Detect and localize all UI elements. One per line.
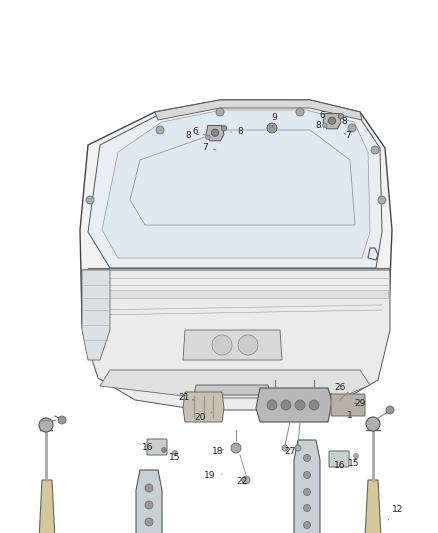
Circle shape bbox=[267, 123, 277, 133]
Polygon shape bbox=[183, 392, 224, 422]
Circle shape bbox=[156, 126, 164, 134]
Circle shape bbox=[282, 445, 288, 451]
Circle shape bbox=[309, 400, 319, 410]
Text: 10: 10 bbox=[0, 532, 1, 533]
Circle shape bbox=[304, 505, 311, 512]
Circle shape bbox=[378, 196, 386, 204]
Circle shape bbox=[145, 484, 153, 492]
Circle shape bbox=[267, 400, 277, 410]
Polygon shape bbox=[90, 290, 388, 298]
Circle shape bbox=[173, 450, 177, 456]
Circle shape bbox=[145, 501, 153, 509]
Polygon shape bbox=[82, 270, 390, 410]
Text: 16: 16 bbox=[142, 443, 154, 453]
Circle shape bbox=[162, 448, 166, 453]
Polygon shape bbox=[82, 270, 110, 360]
Text: 20: 20 bbox=[194, 412, 212, 423]
Polygon shape bbox=[183, 330, 282, 360]
Text: 16: 16 bbox=[334, 458, 346, 471]
Text: 22: 22 bbox=[237, 478, 247, 487]
Polygon shape bbox=[206, 125, 224, 141]
Text: 12: 12 bbox=[388, 505, 404, 520]
Circle shape bbox=[145, 518, 153, 526]
Polygon shape bbox=[102, 110, 370, 258]
FancyBboxPatch shape bbox=[147, 439, 167, 455]
Circle shape bbox=[281, 400, 291, 410]
Text: 15: 15 bbox=[348, 458, 360, 467]
Text: 26: 26 bbox=[330, 384, 346, 394]
Circle shape bbox=[238, 335, 258, 355]
Text: 7: 7 bbox=[202, 143, 216, 152]
Circle shape bbox=[221, 125, 227, 131]
Text: 17: 17 bbox=[0, 532, 1, 533]
Circle shape bbox=[304, 521, 311, 529]
Text: 6: 6 bbox=[319, 111, 328, 122]
Text: 13: 13 bbox=[0, 532, 1, 533]
Circle shape bbox=[322, 123, 327, 127]
Polygon shape bbox=[256, 388, 332, 422]
Circle shape bbox=[242, 476, 250, 484]
Circle shape bbox=[212, 335, 232, 355]
Circle shape bbox=[295, 400, 305, 410]
Text: 19: 19 bbox=[204, 472, 222, 481]
Text: 8: 8 bbox=[185, 132, 199, 141]
Circle shape bbox=[338, 114, 344, 119]
Circle shape bbox=[296, 108, 304, 116]
Text: 27: 27 bbox=[284, 448, 296, 456]
Text: 15: 15 bbox=[169, 454, 181, 463]
Circle shape bbox=[295, 445, 301, 451]
Text: 8: 8 bbox=[338, 117, 347, 126]
Polygon shape bbox=[80, 100, 392, 408]
Circle shape bbox=[353, 454, 358, 458]
Circle shape bbox=[386, 406, 394, 414]
Circle shape bbox=[212, 129, 219, 136]
Polygon shape bbox=[323, 114, 341, 129]
Circle shape bbox=[304, 455, 311, 462]
Polygon shape bbox=[88, 104, 382, 268]
Circle shape bbox=[366, 417, 380, 431]
Polygon shape bbox=[100, 370, 370, 398]
Polygon shape bbox=[364, 480, 382, 533]
Text: 11: 11 bbox=[0, 532, 1, 533]
Text: 2: 2 bbox=[0, 532, 1, 533]
Circle shape bbox=[304, 489, 311, 496]
Circle shape bbox=[58, 416, 66, 424]
Text: 1: 1 bbox=[342, 411, 353, 422]
Polygon shape bbox=[294, 440, 320, 533]
Text: 2: 2 bbox=[0, 532, 1, 533]
Text: 5: 5 bbox=[0, 532, 1, 533]
Text: 21: 21 bbox=[178, 393, 194, 402]
Polygon shape bbox=[194, 385, 270, 395]
Circle shape bbox=[371, 146, 379, 154]
Text: 6: 6 bbox=[192, 127, 205, 136]
Circle shape bbox=[39, 418, 53, 432]
Text: 29: 29 bbox=[354, 400, 366, 408]
Circle shape bbox=[86, 196, 94, 204]
Text: 5: 5 bbox=[0, 532, 1, 533]
FancyBboxPatch shape bbox=[331, 394, 365, 416]
Circle shape bbox=[231, 443, 241, 453]
Circle shape bbox=[348, 124, 356, 132]
Text: 7: 7 bbox=[344, 132, 351, 141]
Text: 14: 14 bbox=[0, 532, 1, 533]
FancyBboxPatch shape bbox=[329, 451, 349, 467]
Text: 9: 9 bbox=[271, 114, 277, 128]
Polygon shape bbox=[155, 100, 362, 120]
Text: 18: 18 bbox=[212, 448, 224, 456]
Text: 8: 8 bbox=[315, 122, 324, 131]
Polygon shape bbox=[38, 480, 56, 533]
Polygon shape bbox=[136, 470, 162, 533]
Circle shape bbox=[328, 117, 336, 124]
Circle shape bbox=[304, 472, 311, 479]
Circle shape bbox=[216, 108, 224, 116]
Text: 8: 8 bbox=[231, 127, 243, 136]
Circle shape bbox=[205, 135, 210, 140]
